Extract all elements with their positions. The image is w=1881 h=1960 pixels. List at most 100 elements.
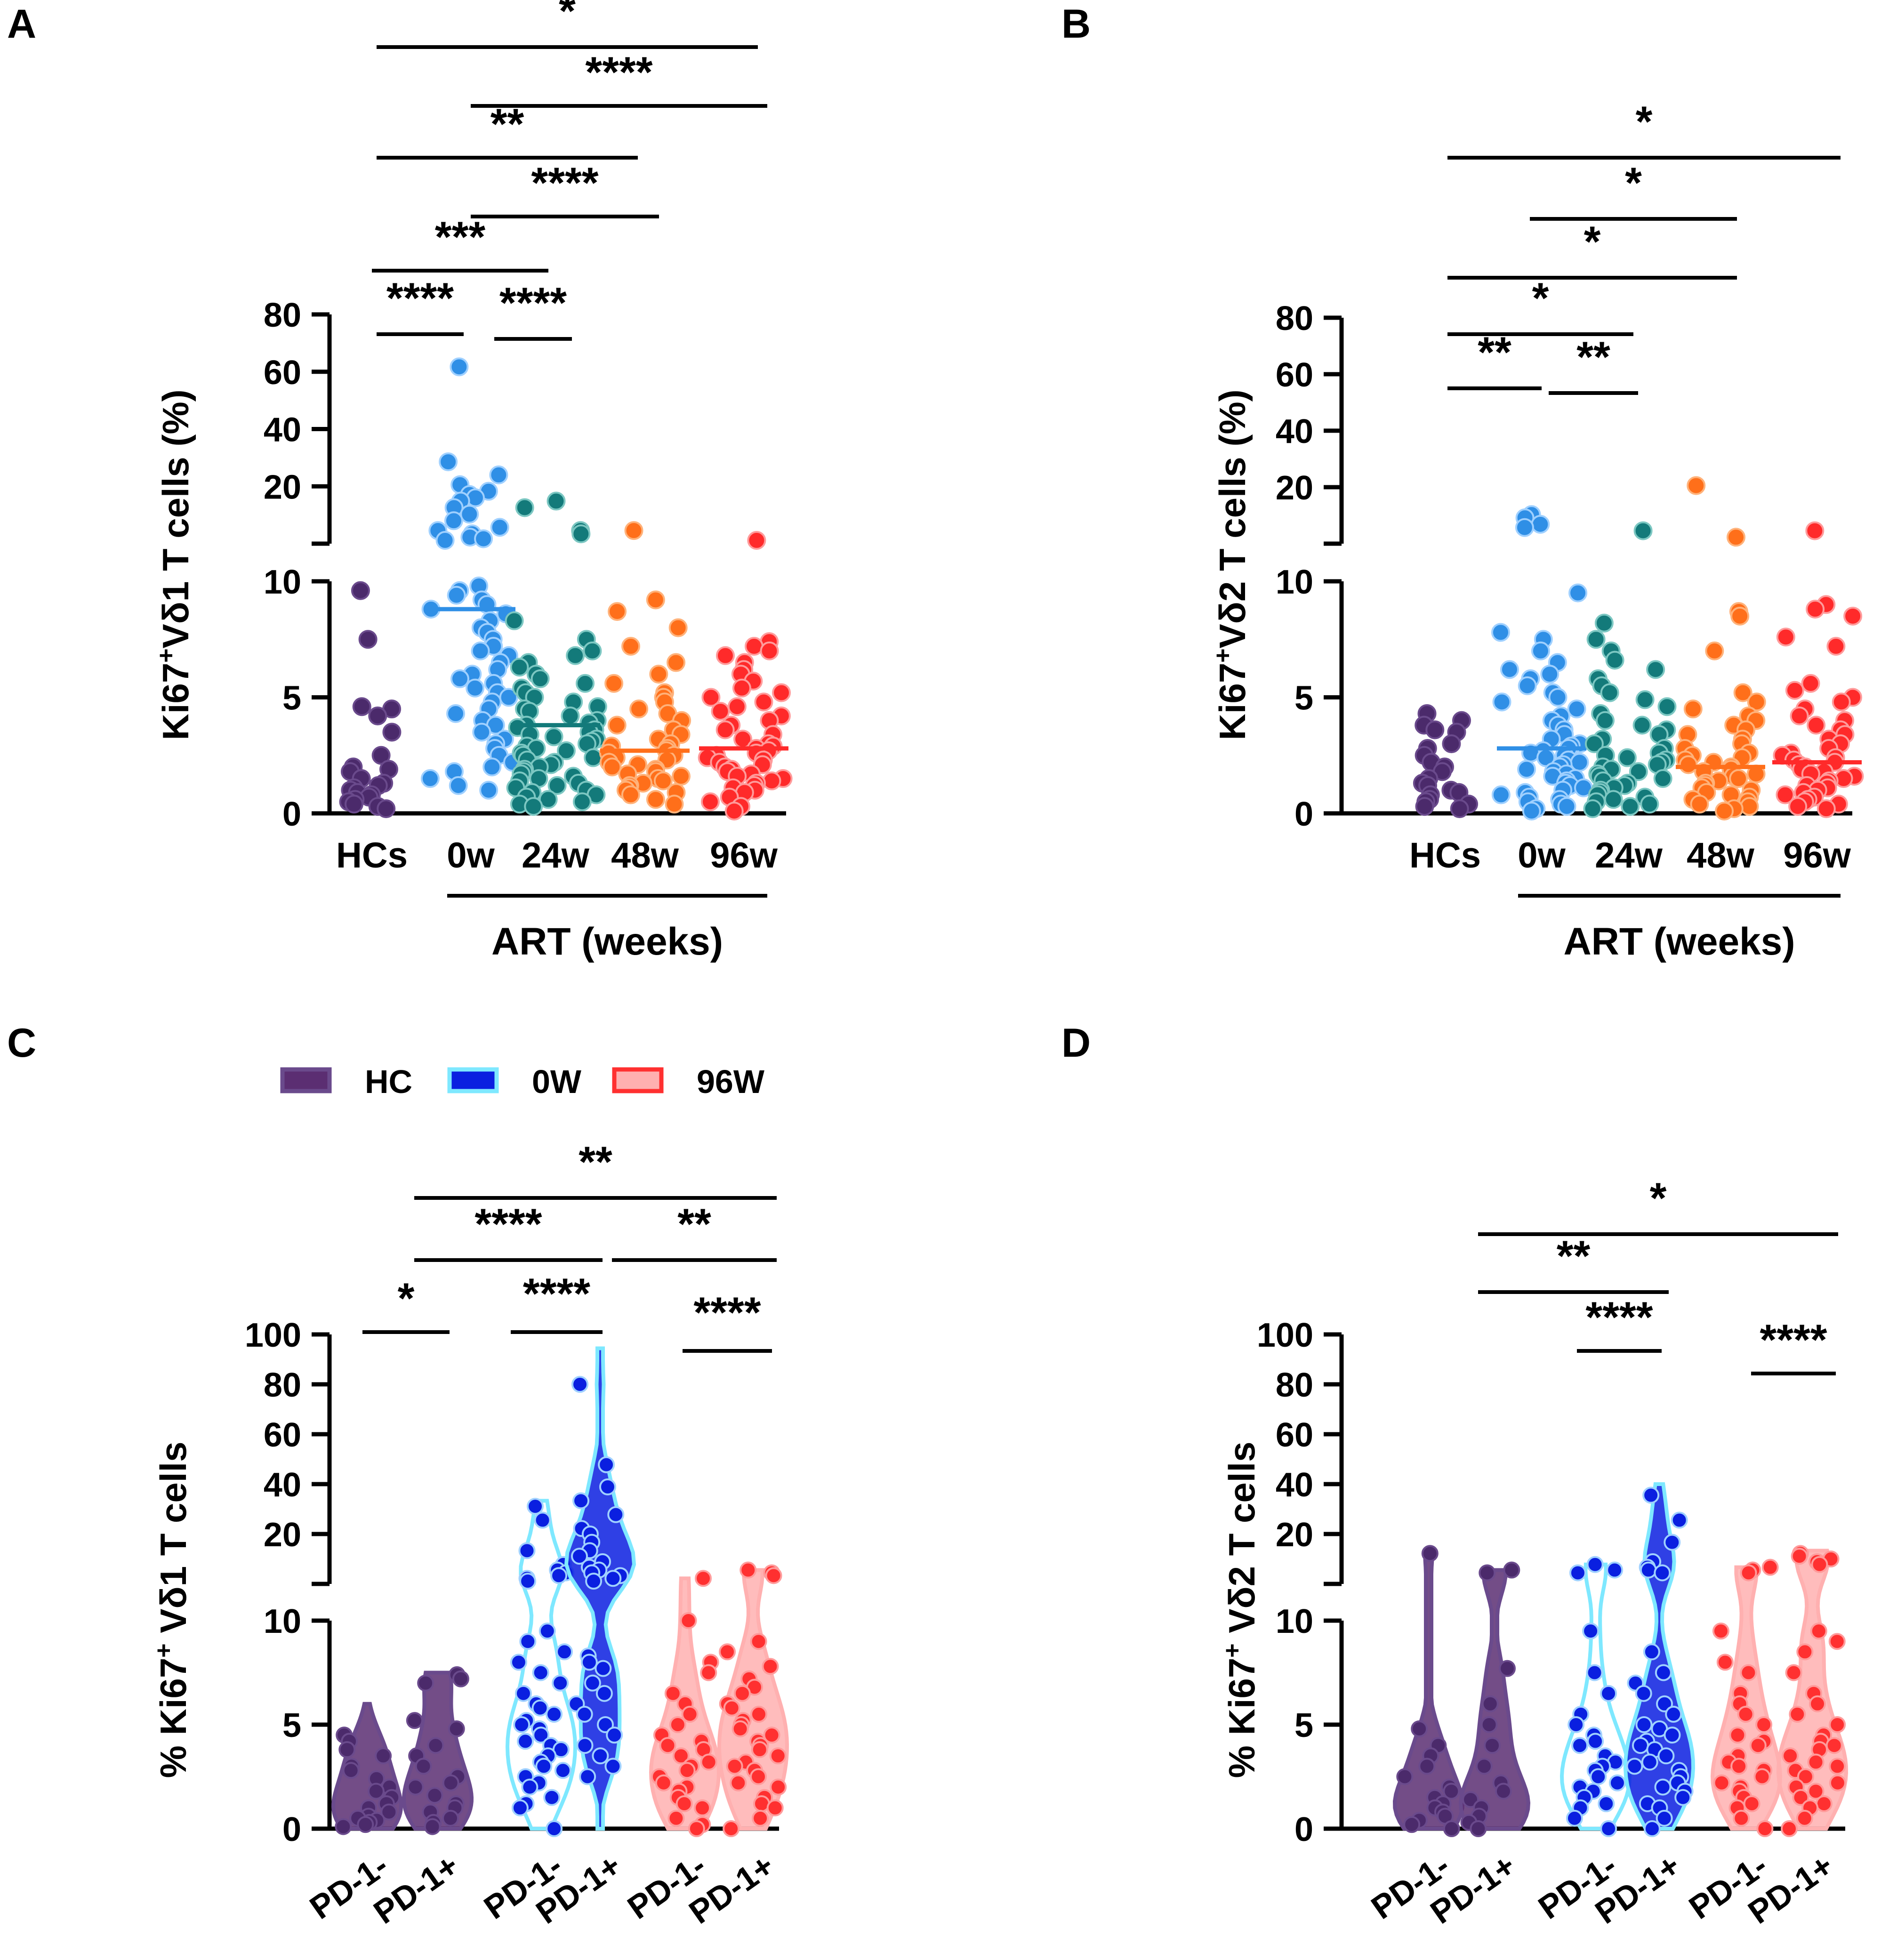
data-point (1641, 1753, 1658, 1771)
data-point (1811, 1556, 1828, 1573)
data-point (1425, 720, 1445, 739)
y-tick-label: 60 (1276, 1416, 1313, 1454)
data-point (1586, 630, 1606, 649)
data-point (367, 1783, 385, 1800)
data-point (1626, 1758, 1643, 1775)
panel-letter: A (7, 1, 36, 47)
data-point (1582, 1623, 1600, 1640)
y-axis-label: Ki67+Vδ1 T cells (%) (153, 389, 196, 740)
data-point (1600, 683, 1619, 702)
data-point (723, 1820, 740, 1837)
data-point (1792, 1789, 1809, 1806)
data-point (629, 699, 649, 719)
data-point (1479, 1564, 1496, 1582)
data-point (584, 748, 603, 767)
data-point (655, 1774, 672, 1791)
data-point (510, 1654, 527, 1671)
data-point (1586, 1664, 1603, 1681)
significance-label: ** (1576, 333, 1610, 381)
data-point (1646, 660, 1665, 679)
significance-label: **** (474, 1200, 542, 1248)
data-point (1730, 1758, 1748, 1775)
data-point (595, 1660, 612, 1677)
data-point (352, 697, 371, 716)
data-point (357, 1816, 374, 1833)
data-point (1776, 627, 1795, 647)
data-point (382, 723, 402, 742)
data-point (527, 1498, 544, 1515)
data-point (727, 697, 747, 716)
data-point (675, 1795, 693, 1812)
data-point (669, 1716, 686, 1733)
data-point (1499, 1660, 1516, 1677)
data-point (1608, 1774, 1626, 1791)
y-axis-label: % Ki67+ Vδ2 T cells (1219, 1441, 1262, 1778)
data-point (1715, 802, 1734, 821)
significance-label: **** (693, 1289, 761, 1337)
legend-swatch (447, 1067, 499, 1093)
data-point (1629, 762, 1648, 781)
y-tick-label: 40 (1276, 413, 1313, 450)
data-point (547, 491, 566, 511)
data-point (338, 1741, 356, 1759)
data-point (1571, 1737, 1589, 1754)
data-point (592, 1747, 609, 1765)
data-point (1781, 1820, 1798, 1837)
data-point (1480, 1716, 1498, 1733)
data-point (534, 1511, 551, 1529)
data-point (535, 1758, 553, 1775)
data-point (1807, 1783, 1825, 1800)
y-tick-label: 60 (1276, 356, 1313, 394)
data-point (1749, 1737, 1767, 1754)
data-point (521, 1778, 539, 1796)
data-point (427, 1737, 444, 1754)
data-point (671, 767, 691, 786)
data-point (584, 1674, 601, 1692)
data-point (442, 1809, 459, 1827)
data-point (1586, 1556, 1604, 1573)
data-point (694, 1570, 712, 1587)
data-point (744, 637, 764, 656)
data-point (1632, 715, 1652, 735)
data-point (1797, 1768, 1814, 1785)
data-point (1655, 1664, 1672, 1681)
data-point (1796, 1643, 1814, 1661)
data-point (1500, 660, 1519, 679)
data-point (1635, 690, 1655, 709)
data-point (1540, 665, 1559, 684)
data-point (1664, 1534, 1681, 1551)
significance-label: ** (1478, 329, 1511, 377)
data-point (1584, 734, 1604, 754)
legend-label: 0W (532, 1063, 581, 1100)
data-point (1789, 1705, 1806, 1723)
data-point (719, 1643, 736, 1661)
x-tick-label: HCs (1409, 835, 1481, 876)
data-point (603, 757, 622, 777)
data-point (345, 795, 364, 814)
data-point (1716, 1654, 1734, 1671)
significance-label: **** (499, 279, 567, 327)
data-point (579, 1768, 596, 1785)
data-point (1674, 1789, 1692, 1806)
data-point (531, 669, 550, 689)
data-point (450, 669, 469, 689)
data-point (1518, 676, 1537, 695)
data-point (772, 683, 791, 702)
data-point (543, 1789, 561, 1806)
data-point (1617, 748, 1637, 767)
data-point (1587, 1733, 1604, 1750)
data-point (1470, 1820, 1487, 1837)
data-point (747, 531, 766, 550)
data-point (1654, 1778, 1672, 1796)
data-point (1495, 1783, 1512, 1800)
significance-label: **** (1585, 1293, 1653, 1341)
data-point (604, 674, 624, 693)
data-point (471, 641, 490, 660)
data-point (1621, 797, 1640, 816)
data-point (733, 1685, 751, 1702)
data-point (688, 1820, 705, 1837)
data-point (678, 1762, 696, 1779)
data-point (585, 1573, 603, 1590)
